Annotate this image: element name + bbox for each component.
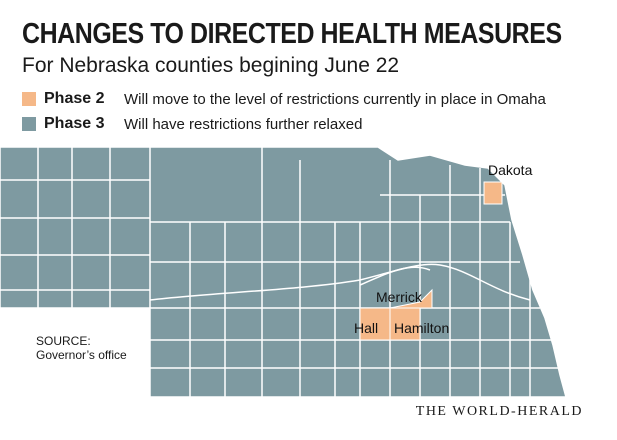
- source-text: Governor’s office: [36, 348, 127, 362]
- county-dakota: [483, 181, 503, 205]
- legend-label-phase-3: Phase 3: [44, 115, 105, 132]
- source-note: SOURCE: Governor’s office: [36, 334, 127, 362]
- label-hall: Hall: [354, 320, 378, 336]
- legend-item-phase-3: Phase 3 Will have restrictions further r…: [22, 113, 362, 135]
- county-boundaries: [0, 147, 558, 397]
- county-hamilton: [389, 307, 421, 341]
- label-hamilton: Hamilton: [394, 320, 449, 336]
- county-hall: [359, 307, 391, 341]
- map-subtitle: For Nebraska counties begining June 22: [22, 54, 400, 77]
- publisher-credit: THE WORLD-HERALD: [415, 404, 583, 419]
- label-dakota: Dakota: [488, 162, 533, 178]
- phase-2-swatch: [22, 92, 36, 106]
- map-title: CHANGES TO DIRECTED HEALTH MEASURES: [22, 18, 562, 50]
- legend-label-phase-2: Phase 2: [44, 90, 105, 107]
- legend-desc-phase-3: Will have restrictions further relaxed: [124, 115, 363, 133]
- nebraska-outline: [0, 146, 567, 398]
- legend-desc-phase-2: Will move to the level of restrictions c…: [124, 90, 546, 108]
- label-merrick: Merrick: [376, 289, 423, 305]
- legend-item-phase-2: Phase 2 Will move to the level of restri…: [22, 88, 546, 110]
- source-label: SOURCE:: [36, 334, 91, 348]
- phase-3-swatch: [22, 117, 36, 131]
